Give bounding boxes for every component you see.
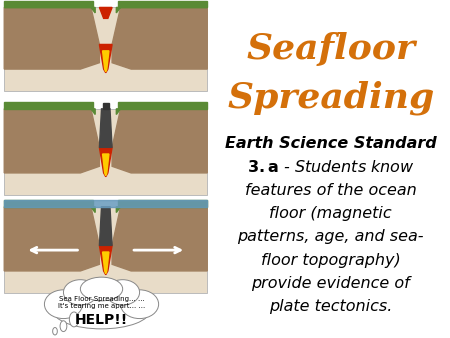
Text: features of the ocean: features of the ocean: [245, 183, 417, 198]
Ellipse shape: [53, 292, 150, 329]
Polygon shape: [103, 51, 109, 72]
Text: floor (magnetic: floor (magnetic: [270, 206, 392, 221]
Text: provide evidence of: provide evidence of: [252, 276, 410, 291]
Polygon shape: [4, 102, 93, 109]
Bar: [4, 207, 207, 293]
Polygon shape: [99, 7, 112, 18]
Polygon shape: [4, 109, 95, 115]
Polygon shape: [4, 7, 99, 69]
Text: Spreading: Spreading: [227, 81, 434, 115]
Polygon shape: [4, 1, 93, 7]
Text: patterns, age, and sea-: patterns, age, and sea-: [238, 230, 424, 244]
Circle shape: [69, 312, 79, 327]
Polygon shape: [118, 1, 207, 7]
Ellipse shape: [121, 290, 158, 318]
Polygon shape: [99, 147, 112, 177]
Ellipse shape: [106, 280, 140, 305]
Polygon shape: [99, 44, 112, 73]
Text: plate tectonics.: plate tectonics.: [269, 299, 392, 314]
Polygon shape: [4, 207, 99, 271]
Polygon shape: [118, 102, 207, 109]
Circle shape: [53, 328, 57, 335]
Ellipse shape: [45, 290, 82, 318]
Polygon shape: [4, 207, 95, 213]
Ellipse shape: [81, 277, 123, 301]
Polygon shape: [4, 7, 95, 13]
Polygon shape: [4, 109, 99, 173]
Polygon shape: [99, 207, 112, 245]
Polygon shape: [99, 245, 112, 275]
Polygon shape: [117, 7, 207, 13]
Circle shape: [60, 321, 67, 332]
Polygon shape: [4, 200, 93, 207]
Polygon shape: [103, 154, 109, 176]
Text: $\bf{3.a}$ - Students know: $\bf{3.a}$ - Students know: [247, 159, 414, 175]
Polygon shape: [112, 7, 207, 69]
Polygon shape: [103, 103, 109, 109]
Text: Seafloor: Seafloor: [246, 32, 415, 66]
Bar: [4, 7, 207, 91]
Text: HELP!!: HELP!!: [75, 313, 128, 328]
Polygon shape: [112, 207, 207, 271]
Polygon shape: [118, 200, 207, 207]
Text: floor topography): floor topography): [261, 253, 400, 268]
Polygon shape: [99, 109, 112, 147]
Polygon shape: [117, 207, 207, 213]
Polygon shape: [103, 252, 109, 274]
Polygon shape: [112, 109, 207, 173]
Polygon shape: [117, 109, 207, 115]
Text: Earth Science Standard: Earth Science Standard: [225, 136, 436, 151]
Ellipse shape: [63, 280, 97, 305]
Bar: [4, 109, 207, 195]
Text: Sea Floor Spreading... ...
It's tearing me apart... ...: Sea Floor Spreading... ... It's tearing …: [58, 296, 145, 309]
Polygon shape: [4, 200, 207, 207]
